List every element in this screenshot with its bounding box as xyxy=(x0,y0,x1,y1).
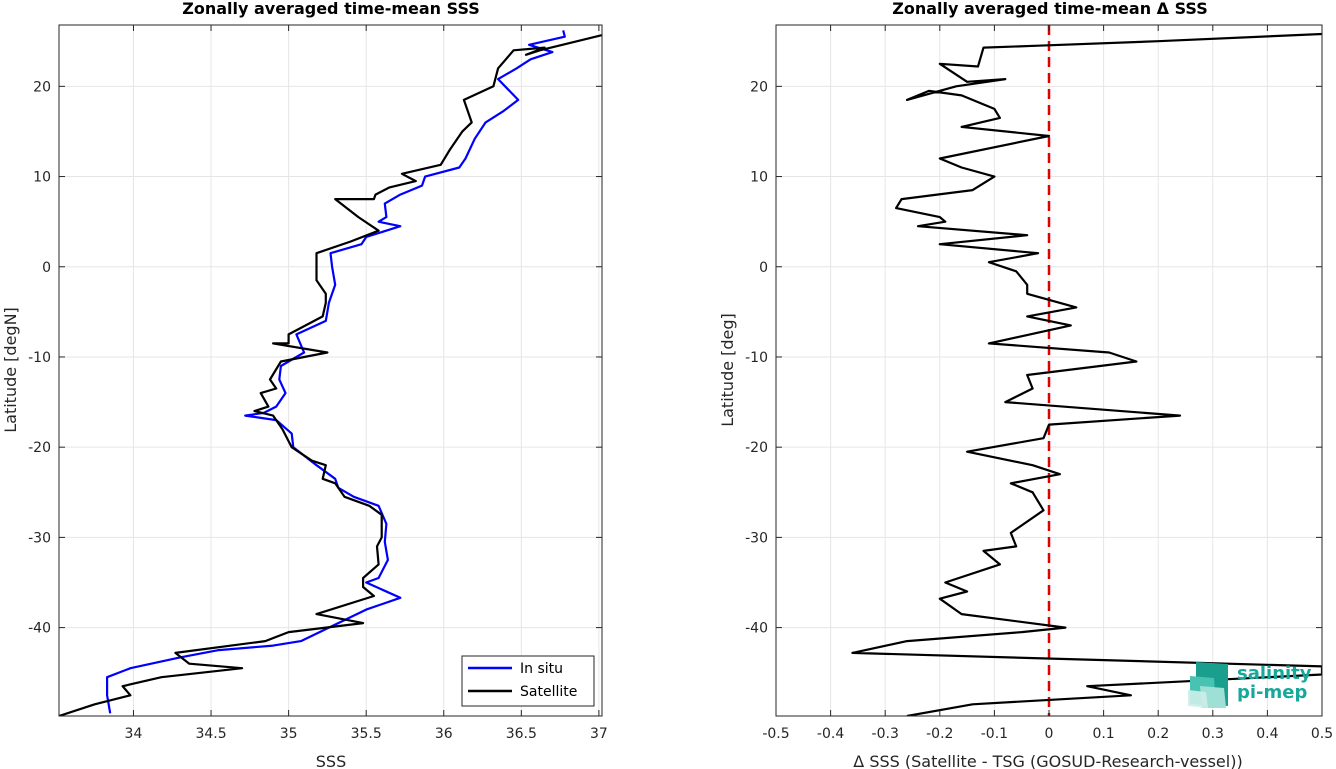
right-chart-title: Zonally averaged time-mean Δ SSS xyxy=(892,0,1208,18)
legend-box xyxy=(461,655,595,707)
right-x-tick-label: 0 xyxy=(1045,726,1054,742)
left-y-tick-label: 0 xyxy=(42,260,51,276)
right-y-axis-label: Latitude [deg] xyxy=(718,313,737,427)
right-x-ticks: -0.5 -0.4 -0.3 -0.2 -0.1 0 0.1 0.2 0.3 0.4 0.5 xyxy=(762,25,1333,742)
right-x-tick-label: -0.5 xyxy=(762,726,789,742)
right-y-tick-label: -20 xyxy=(745,440,768,456)
right-x-tick-label: 0.5 xyxy=(1311,726,1333,742)
right-x-tick-label: -0.1 xyxy=(981,726,1008,742)
left-series-line-in-situ xyxy=(105,30,566,714)
left-y-axis-label: Latitude [degN] xyxy=(1,307,20,433)
legend: In situ Satellite xyxy=(461,655,595,707)
left-x-tick-label: 34 xyxy=(125,726,143,742)
left-x-tick-label: 36.5 xyxy=(506,726,537,742)
left-series-line-satellite xyxy=(59,34,602,716)
left-plot-frame xyxy=(58,24,603,717)
legend-satellite-label: Satellite xyxy=(520,684,577,700)
right-y-tick-label: 0 xyxy=(759,260,768,276)
right-series-line-series-0 xyxy=(851,32,1322,716)
left-x-tick-label: 36 xyxy=(435,726,453,742)
logo-wave-icon xyxy=(1188,662,1228,708)
right-x-tick-label: -0.2 xyxy=(926,726,953,742)
right-y-tick-label: -30 xyxy=(745,530,768,546)
right-series-group xyxy=(851,25,1322,716)
left-x-ticks: 34 34.5 35 35.5 36 36.5 37 xyxy=(125,25,608,742)
left-x-tick-label: 35 xyxy=(280,726,298,742)
right-y-tick-label: 20 xyxy=(750,79,768,95)
right-y-ticks: -40 -30 -20 -10 0 10 20 xyxy=(745,79,1322,637)
left-x-tick-label: 35.5 xyxy=(351,726,382,742)
delta-sss-profile-chart: -0.5 -0.4 -0.3 -0.2 -0.1 0 0.1 0.2 0.3 0.4 0.5 -40… xyxy=(718,0,1333,769)
logo-text-line2: pi-mep xyxy=(1237,682,1307,703)
left-grid xyxy=(59,25,602,716)
left-x-tick-label: 34.5 xyxy=(195,726,226,742)
left-y-tick-label: -30 xyxy=(28,530,51,546)
right-x-tick-label: 0.1 xyxy=(1092,726,1114,742)
left-y-tick-label: -10 xyxy=(28,350,51,366)
left-x-tick-label: 37 xyxy=(590,726,608,742)
left-y-tick-label: 10 xyxy=(33,170,51,186)
left-series-group xyxy=(59,30,602,716)
right-x-tick-label: -0.4 xyxy=(817,726,844,742)
right-x-axis-label: Δ SSS (Satellite - TSG (GOSUD-Research-v… xyxy=(853,752,1242,769)
left-y-tick-label: -40 xyxy=(28,621,51,637)
salinity-pi-mep-logo: salinity pi-mep xyxy=(1188,662,1312,708)
left-y-tick-label: -20 xyxy=(28,440,51,456)
right-x-tick-label: 0.4 xyxy=(1256,726,1278,742)
right-y-tick-label: -10 xyxy=(745,350,768,366)
right-y-tick-label: 10 xyxy=(750,170,768,186)
right-x-tick-label: 0.3 xyxy=(1202,726,1224,742)
logo-text-line1: salinity xyxy=(1237,663,1312,684)
left-x-axis-label: SSS xyxy=(316,752,346,769)
sss-profile-chart: 34 34.5 35 35.5 36 36.5 37 -40 -30 -20 -10 0 10 20 Z… xyxy=(1,0,608,769)
left-y-ticks: -40 -30 -20 -10 0 10 20 xyxy=(28,79,602,637)
left-chart-title: Zonally averaged time-mean SSS xyxy=(182,0,480,18)
right-x-tick-label: 0.2 xyxy=(1147,726,1169,742)
left-y-tick-label: 20 xyxy=(33,79,51,95)
right-y-tick-label: -40 xyxy=(745,621,768,637)
legend-in-situ-label: In situ xyxy=(520,661,563,677)
right-x-tick-label: -0.3 xyxy=(872,726,899,742)
